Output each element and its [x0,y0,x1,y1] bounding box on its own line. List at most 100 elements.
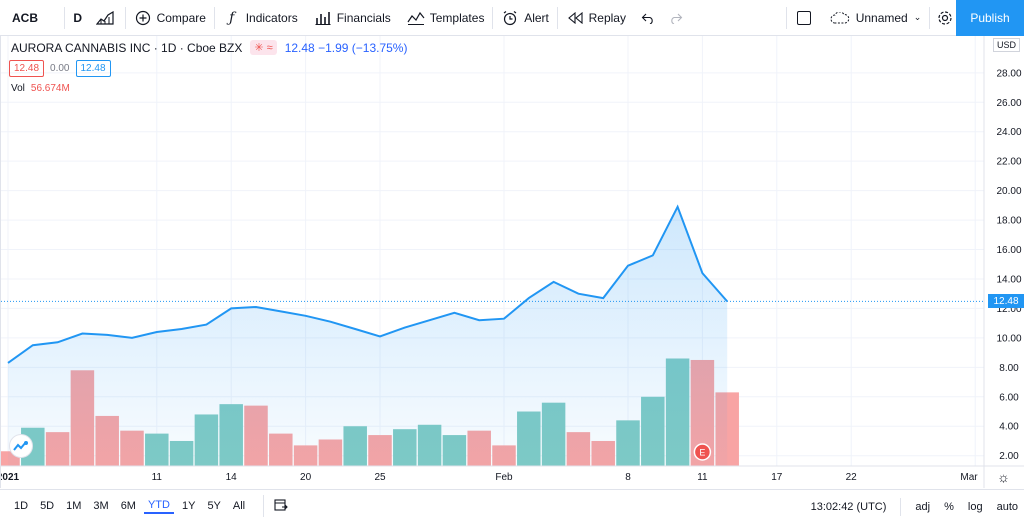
time-axis-label: 11 [152,472,163,483]
adjust-toggle[interactable]: adj [915,500,931,513]
alert-label: Alert [524,10,549,25]
timezone-settings-icon[interactable]: ☼ [997,469,1010,485]
price-line [7,204,728,364]
buy-price-box[interactable]: 12.48 [75,60,111,77]
replay-label: Replay [588,10,626,25]
price-chart[interactable]: 2.00 4.00 6.00 8.00 10.00 12.00 14.00 16.00 18.0… [1,36,1024,488]
price-axis-label: 6.00 [999,392,1019,403]
alarm-clock-icon [501,9,519,27]
time-axis-label: 20 [300,472,312,483]
range-button-ytd[interactable]: YTD [143,499,174,514]
time-axis-label: Feb [495,472,513,483]
time-axis-label: 11 [697,472,708,483]
symbol-title: AURORA CANNABIS INC · 1D · Cboe BZX [11,40,243,55]
alert-button[interactable]: Alert [493,0,557,36]
bid-ask-row: 12.48 0.00 12.48 [9,60,111,77]
bottom-right-controls: 13:02:42 (UTC) adj % log auto [811,490,1018,522]
toolbar-divider [492,6,494,29]
time-axis-label: 2021 [1,472,20,483]
replay-button[interactable]: Replay [558,0,634,36]
price-axis-label: 26.00 [996,98,1021,109]
timezone-clock[interactable]: 13:02:42 (UTC) [810,500,887,513]
financials-label: Financials [336,10,391,25]
toolbar-divider [63,6,65,29]
time-axis-label: 17 [771,472,783,483]
price-axis-label: 16.00 [996,245,1021,256]
undo-button[interactable] [634,0,662,36]
indicators-button[interactable]: ƒ Indicators [215,0,306,36]
price-axis-label: 28.00 [996,68,1021,79]
chart-type-button[interactable] [91,0,125,36]
time-axis-label: 22 [846,472,858,483]
area-chart-icon [96,9,114,27]
spread-value: 0.00 [50,63,70,74]
compare-label: Compare [156,10,206,25]
publish-button[interactable]: Publish [956,0,1024,36]
volume-label: Vol [11,83,25,94]
bottom-toolbar: 1D 5D 1M 3M 6M YTD 1Y 5Y All 13:02:42 (UTC) adj … [0,489,1024,522]
range-button-3m[interactable]: 3M [93,500,109,512]
currency-label[interactable]: USD [992,38,1020,52]
toolbar-divider [556,6,558,29]
price-area-fill [8,206,728,467]
redo-icon [667,9,685,27]
price-axis-label: 12.00 [996,304,1021,315]
toolbar-divider [785,6,787,29]
tradingview-logo-icon[interactable] [9,434,33,458]
legend-actions-pill[interactable]: ✳ ≈ [250,40,277,55]
financials-button[interactable]: Financials [306,0,399,36]
cloud-icon [829,9,851,27]
date-range-selector: 1D 5D 1M 3M 6M YTD 1Y 5Y All [0,499,249,514]
price-axis-label: 2.00 [999,451,1019,462]
price-axis-label: 4.00 [999,422,1019,433]
settings-button[interactable] [930,0,960,36]
earnings-marker-label: E [699,448,705,458]
redo-button[interactable] [662,0,690,36]
range-button-all[interactable]: All [232,500,246,512]
chart-pane[interactable]: 2.00 4.00 6.00 8.00 10.00 12.00 14.00 16.00 18.0… [0,36,1024,488]
price-axis-label: 8.00 [999,363,1019,374]
price-axis-label: 20.00 [996,186,1021,197]
plus-circle-icon [134,9,152,27]
range-button-5y[interactable]: 5Y [207,500,221,512]
time-axis-label: 25 [374,472,386,483]
layout-name-label: Unnamed [855,10,908,25]
toolbar-divider [263,495,265,517]
toolbar-divider [213,6,215,29]
earnings-marker [693,443,712,461]
volume-value: 56.674M [30,83,70,94]
log-scale-toggle[interactable]: log [967,500,983,513]
toolbar-divider [124,6,126,29]
price-axis-label: 10.00 [996,333,1021,344]
compare-button[interactable]: Compare [126,0,214,36]
range-button-1y[interactable]: 1Y [181,500,196,512]
toolbar-divider [929,6,931,29]
range-button-5d[interactable]: 5D [40,500,55,512]
price-axis-label: 22.00 [996,157,1021,168]
sell-price-box[interactable]: 12.48 [9,60,45,77]
function-icon: ƒ [229,9,235,26]
interval-button[interactable]: D [73,10,83,25]
gear-icon [936,9,954,27]
range-button-1d[interactable]: 1D [14,500,29,512]
templates-icon [407,9,425,27]
range-button-1m[interactable]: 1M [66,500,82,512]
rewind-icon [566,9,584,27]
go-to-date-button[interactable] [274,498,288,515]
range-button-6m[interactable]: 6M [120,500,136,512]
price-axis-label: 14.00 [996,274,1021,285]
symbol-search-button[interactable]: ACB [12,10,38,25]
auto-scale-toggle[interactable]: auto [996,500,1018,513]
fullscreen-toggle-checkbox[interactable] [787,0,821,36]
toolbar-divider [900,497,902,516]
chart-legend: AURORA CANNABIS INC · 1D · Cboe BZX ✳ ≈ … [11,40,407,55]
price-axis-label: 24.00 [996,127,1021,138]
time-axis-label: 8 [625,472,631,483]
percent-scale-toggle[interactable]: % [944,500,954,513]
layout-name-button[interactable]: Unnamed ⌄ [821,0,930,36]
time-axis-label: 14 [226,472,238,483]
last-price-tag: 12.48 [988,294,1024,309]
price-axis-label: 18.00 [996,216,1021,227]
templates-button[interactable]: Templates [399,0,493,36]
bar-chart-icon [314,9,332,27]
